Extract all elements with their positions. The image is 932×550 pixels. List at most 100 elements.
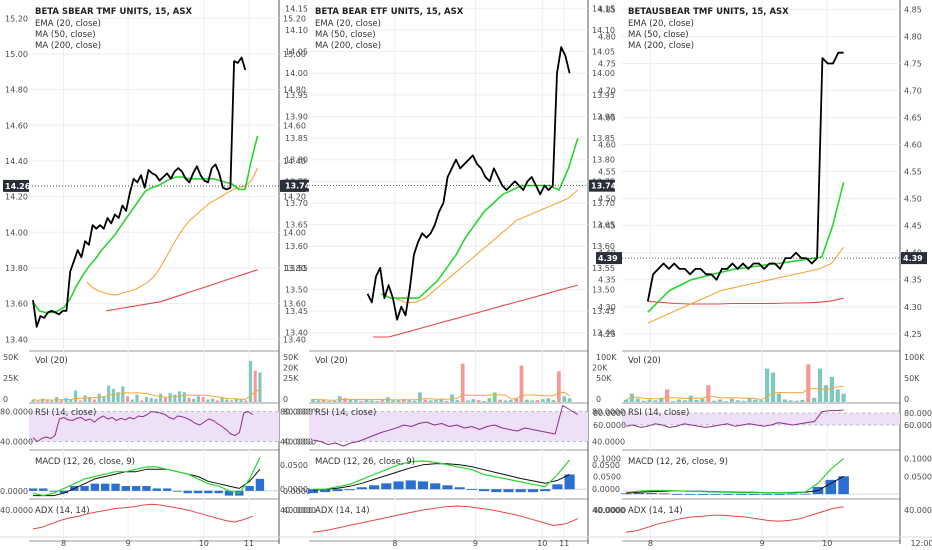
- volume-bar: [327, 401, 331, 402]
- adx-line: [625, 506, 844, 533]
- price-tick-label: 13.60: [283, 300, 306, 309]
- macd-signal-line: [312, 463, 570, 491]
- last-price-tag-left: [596, 252, 622, 265]
- volume-bar: [380, 400, 385, 402]
- volume-bar: [700, 398, 705, 402]
- price-tick-label: 4.65: [904, 114, 922, 123]
- x-tick-label: 9: [759, 539, 764, 548]
- price-tick-label-left: 13.90: [285, 112, 308, 121]
- macd-histogram-bar: [491, 489, 502, 493]
- volume-bar: [187, 397, 191, 402]
- rsi-tick-label: 80.0000: [283, 408, 316, 417]
- volume-bar: [753, 399, 758, 402]
- price-tick-label: 4.80: [904, 32, 922, 41]
- macd-histogram-bar: [193, 490, 203, 494]
- volume-bar: [391, 400, 396, 402]
- volume-bar: [434, 400, 438, 402]
- rsi-tick-label-left: 40.0000: [0, 438, 33, 447]
- macd-signal-line: [33, 468, 261, 497]
- volume-bar: [412, 400, 417, 402]
- volume-bar: [653, 400, 658, 402]
- chart-panel-2: 8 9 10 11 14.15 14.15 14.10 14.10 14.05 14.05 14.0…: [280, 0, 625, 548]
- volume-tick-label-left: 100K: [596, 353, 617, 362]
- volume-tick-label: 50K: [283, 353, 299, 362]
- price-tick-label: 14.10: [592, 26, 615, 35]
- price-tick-label: 4.25: [904, 330, 922, 339]
- price-tick-label: 4.50: [904, 195, 922, 204]
- volume-bar: [353, 400, 358, 402]
- overlay-line-ma50: [86, 167, 258, 296]
- price-tick-label: 15.20: [283, 14, 306, 23]
- volume-bar: [641, 400, 646, 402]
- volume-bar: [375, 401, 380, 402]
- adx-tick-label: 40.0000: [283, 506, 316, 515]
- price-tick-label-left: 13.95: [285, 91, 308, 100]
- volume-bar: [321, 399, 326, 402]
- volume-bar: [73, 390, 78, 402]
- macd-histogram-bar: [369, 485, 380, 490]
- price-line: [646, 51, 844, 302]
- adx-label: ADX (14, 14): [315, 506, 370, 516]
- macd-histogram-bar: [183, 490, 192, 494]
- price-line: [32, 56, 247, 328]
- x-tick-label: 9: [473, 539, 478, 548]
- volume-bar: [557, 371, 561, 402]
- volume-bar: [364, 399, 369, 402]
- volume-bar: [508, 400, 513, 402]
- volume-bar: [735, 400, 740, 402]
- volume-bar: [776, 393, 782, 402]
- volume-bar: [829, 376, 834, 402]
- macd-histogram-bar: [90, 483, 100, 491]
- volume-bar: [729, 398, 734, 402]
- legend-entry: EMA (20, close): [35, 19, 101, 29]
- legend-entry: MA (50, close): [35, 30, 96, 40]
- adx-label: ADX (14, 14): [628, 506, 683, 516]
- macd-histogram-bar: [417, 481, 429, 490]
- volume-bar: [835, 389, 840, 402]
- volume-bar: [482, 400, 486, 402]
- volume-bar: [759, 400, 764, 402]
- price-tick-label: 4.85: [904, 5, 922, 14]
- price-tick-label-left: 14.10: [285, 26, 308, 35]
- x-tick-label: 11: [244, 539, 254, 548]
- volume-bar: [36, 401, 40, 402]
- macd-histogram-bar: [393, 481, 404, 490]
- price-tick-label-left: 13.80: [5, 264, 28, 273]
- overlay-line-ema: [647, 182, 845, 313]
- x-tick-label: 8: [61, 539, 66, 548]
- volume-bar: [444, 400, 449, 402]
- volume-bar: [396, 399, 401, 402]
- volume-bar: [423, 399, 428, 402]
- volume-bar: [173, 394, 177, 402]
- macd-histogram-bar: [799, 493, 811, 495]
- price-tick-label-left: 4.75: [598, 59, 616, 68]
- macd-histogram-bar: [540, 489, 551, 492]
- price-tick-label: 14.40: [283, 157, 306, 166]
- macd-histogram-bar: [761, 494, 773, 495]
- adx-label: ADX (14, 14): [35, 506, 90, 516]
- volume-bar: [455, 400, 460, 402]
- volume-bar: [460, 363, 465, 402]
- price-tick-label-left: 15.00: [5, 50, 28, 59]
- price-tick-label-left: 14.00: [5, 228, 28, 237]
- volume-bar: [163, 397, 167, 402]
- price-tick-label-left: 13.70: [285, 199, 308, 208]
- volume-bar: [220, 397, 224, 402]
- volume-bar: [519, 365, 524, 402]
- volume-bar: [69, 399, 73, 402]
- macd-tick-label: 0.1000: [904, 455, 932, 464]
- volume-tick-label-left: 0: [3, 395, 8, 404]
- volume-bar: [712, 400, 717, 402]
- volume-bar: [348, 399, 353, 402]
- macd-histogram-bar: [39, 488, 48, 491]
- volume-bar: [311, 399, 315, 402]
- price-tick-label: 4.55: [904, 168, 922, 177]
- price-tick-label: 13.60: [592, 242, 615, 251]
- volume-bar: [471, 399, 476, 402]
- rsi-tick-label-left: 80.0000: [0, 408, 33, 417]
- last-price-value-left: 13.74: [285, 182, 311, 191]
- macd-histogram-bar: [442, 485, 453, 490]
- volume-bar: [177, 391, 182, 402]
- price-tick-label: 4.60: [904, 141, 922, 150]
